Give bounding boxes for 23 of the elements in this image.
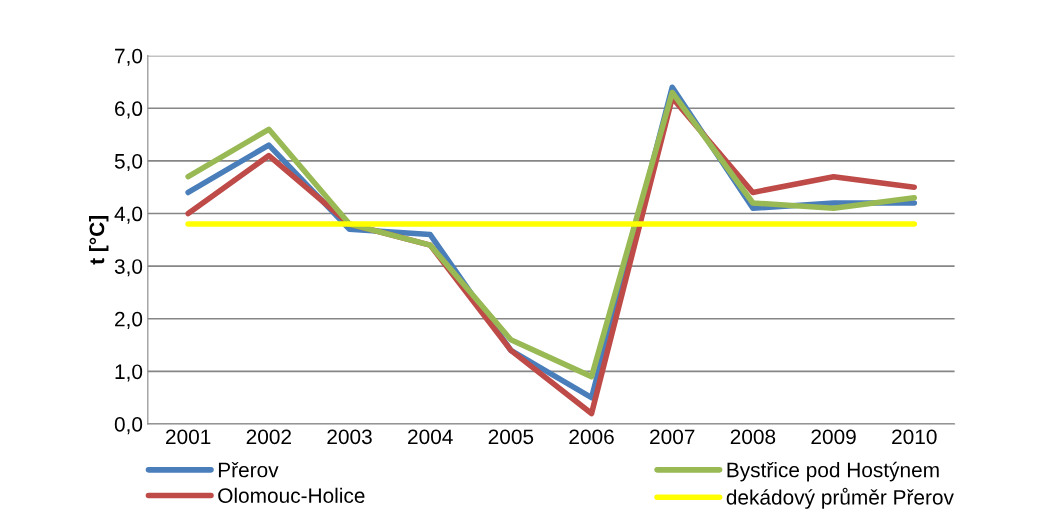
x-tick-label: 2005 xyxy=(488,429,534,445)
x-tick-label: 2008 xyxy=(730,429,776,445)
y-axis-title: t [°C] xyxy=(89,216,109,265)
x-tick-label: 2003 xyxy=(327,429,372,445)
y-tick-label: 6,0 xyxy=(115,101,143,119)
y-tick-label: 7,0 xyxy=(115,48,143,66)
y-tick-label: 1,0 xyxy=(115,364,143,382)
x-tick-label: 2010 xyxy=(892,429,937,445)
x-tick-label: 2004 xyxy=(408,429,453,445)
y-tick-label: 2,0 xyxy=(115,311,143,329)
legend-label: Přerov xyxy=(218,461,279,478)
legend-label: dekádový průměr Přerov xyxy=(726,487,954,509)
x-tick-label: 2007 xyxy=(650,429,695,445)
y-tick-label: 3,0 xyxy=(114,259,143,277)
y-tick-label: 0,0 xyxy=(114,417,143,435)
legend-label: Bystřice pod Hostýnem xyxy=(727,461,939,482)
x-tick-label: 2001 xyxy=(166,429,211,445)
y-tick-label: 5,0 xyxy=(114,153,143,172)
y-tick-label: 4,0 xyxy=(114,206,143,224)
legend-label: Olomouc-Holice xyxy=(218,487,365,504)
x-tick-label: 2006 xyxy=(569,429,614,445)
x-tick-label: 2002 xyxy=(246,429,291,445)
x-tick-label: 2009 xyxy=(811,429,856,445)
